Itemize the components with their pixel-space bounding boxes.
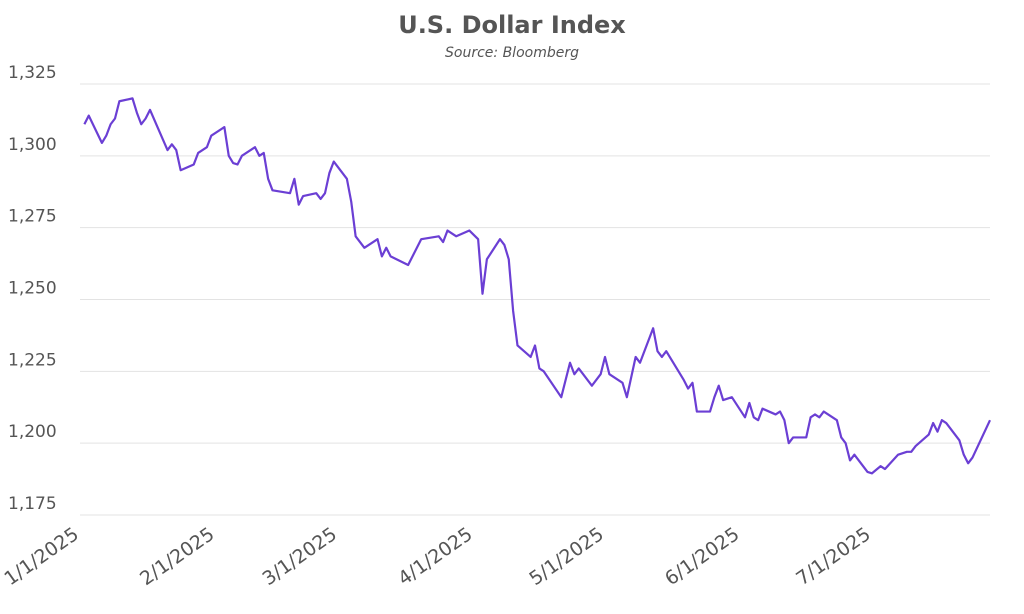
x-tick-label: 7/1/2025 bbox=[792, 523, 875, 590]
x-tick-label: 5/1/2025 bbox=[525, 523, 608, 590]
x-tick-label: 2/1/2025 bbox=[136, 523, 219, 590]
x-tick-label: 1/1/2025 bbox=[0, 523, 83, 590]
x-tick-label: 3/1/2025 bbox=[258, 523, 341, 590]
y-tick-label: 1,225 bbox=[8, 350, 57, 370]
chart-subtitle: Source: Bloomberg bbox=[445, 45, 579, 61]
x-tick-label: 4/1/2025 bbox=[394, 523, 477, 590]
x-tick-label: 6/1/2025 bbox=[661, 523, 744, 590]
y-tick-label: 1,175 bbox=[8, 494, 57, 514]
data-line bbox=[83, 97, 991, 475]
y-tick-label: 1,275 bbox=[8, 207, 57, 227]
y-tick-label: 1,200 bbox=[8, 422, 57, 442]
chart-title: U.S. Dollar Index bbox=[398, 11, 626, 39]
y-tick-label: 1,250 bbox=[8, 279, 57, 299]
y-tick-label: 1,325 bbox=[8, 63, 57, 83]
y-tick-label: 1,300 bbox=[8, 135, 57, 155]
